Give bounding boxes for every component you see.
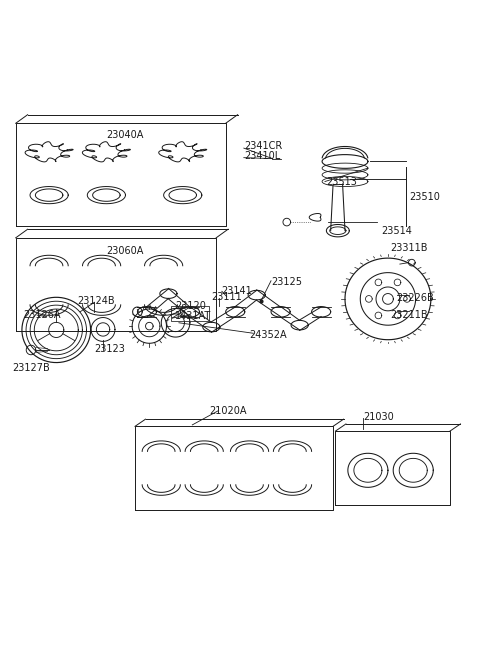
Text: 21030: 21030	[363, 412, 394, 422]
Text: 23226B: 23226B	[396, 294, 434, 304]
Text: 2341CR: 2341CR	[244, 141, 282, 151]
Text: 23126A: 23126A	[23, 310, 60, 320]
Text: 23111: 23111	[211, 292, 242, 302]
Text: 24352A: 24352A	[250, 330, 287, 340]
Text: 23211B: 23211B	[390, 310, 428, 320]
Text: 23141: 23141	[221, 286, 252, 296]
Text: 1431AT: 1431AT	[175, 311, 211, 321]
Text: 23124B: 23124B	[78, 296, 115, 306]
Text: 23060A: 23060A	[107, 246, 144, 256]
Text: 23120: 23120	[176, 301, 206, 311]
Text: 23125: 23125	[271, 277, 302, 286]
Bar	[171, 306, 209, 321]
Text: 23514: 23514	[381, 225, 412, 236]
Text: 23513: 23513	[326, 177, 357, 187]
Text: 23040A: 23040A	[107, 130, 144, 140]
Text: 21020A: 21020A	[209, 405, 247, 416]
Text: 23510: 23510	[409, 193, 440, 202]
Text: 23410L: 23410L	[244, 150, 280, 161]
Text: 23127B: 23127B	[12, 363, 49, 373]
Text: 23123: 23123	[95, 344, 125, 353]
Text: 23311B: 23311B	[390, 243, 428, 254]
